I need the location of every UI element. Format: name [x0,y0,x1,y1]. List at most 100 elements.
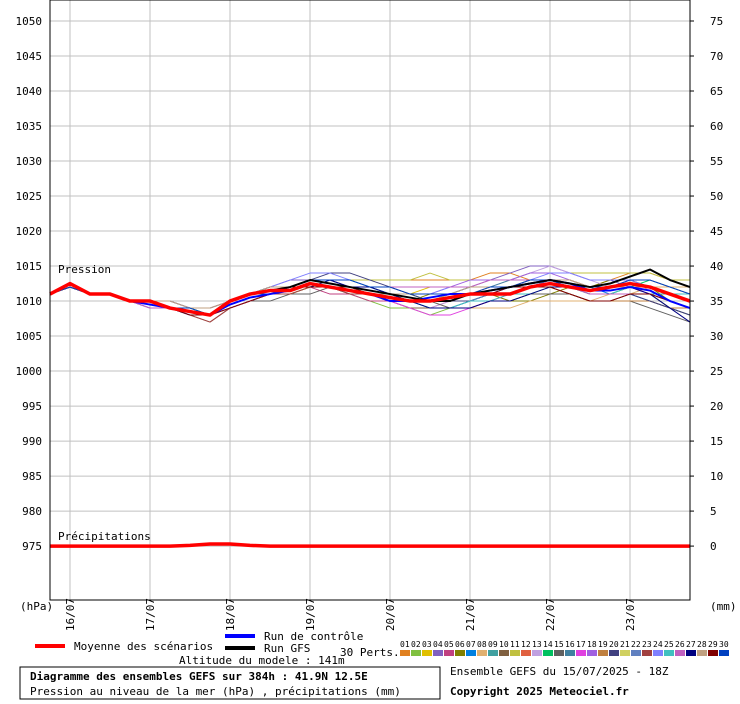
legend-swatch [477,650,487,656]
altitude: Altitude du modele : 141m [179,654,345,667]
y-tick-label: 990 [22,435,42,448]
legend-label: 09 [488,640,498,649]
legend-label: 15 [554,640,564,649]
legend-label: 20 [609,640,619,649]
plot-frame [49,0,691,601]
legend-label: 12 [521,640,531,649]
x-tick-label: 21/07 [464,598,477,631]
legend-label: 02 [411,640,421,649]
legend-label: 16 [565,640,575,649]
legend-label: 01 [400,640,410,649]
legend-swatch [664,650,674,656]
legend-swatch [653,650,663,656]
y2-tick-label: 40 [710,260,723,273]
y-tick-label: 975 [22,540,42,553]
legend-swatch [576,650,586,656]
y2-tick-label: 10 [710,470,723,483]
legend-swatch [719,650,729,656]
legend-swatch [620,650,630,656]
legend-label: 03 [422,640,432,649]
legend-label: 06 [455,640,465,649]
y-tick-label: 1010 [16,295,43,308]
legend-label: 30 [719,640,729,649]
y-tick-label: 1040 [16,85,43,98]
y2-tick-label: 50 [710,190,723,203]
y2-tick-label: 5 [710,505,717,518]
series-line [49,281,691,317]
legend-label: 13 [532,640,542,649]
legend-label: 10 [499,640,509,649]
y-tick-label: 1025 [16,190,43,203]
y2-tick-label: 65 [710,85,723,98]
y2-tick-label: 25 [710,365,723,378]
legend-label: 24 [653,640,663,649]
legend-swatch [444,650,454,656]
x-tick-label: 23/07 [624,598,637,631]
legend-swatch [642,650,652,656]
legend-swatch [543,650,553,656]
legend-label: 05 [444,640,454,649]
series-line [50,542,690,548]
legend-label: 07 [466,640,476,649]
legend-swatch [532,650,542,656]
legend-swatch [510,650,520,656]
y2-tick-label: 75 [710,15,723,28]
legend-label: Run de contrôle [264,630,363,643]
x-tick-label: 20/07 [384,598,397,631]
y-tick-label: 1035 [16,120,43,133]
y2-tick-label: 70 [710,50,723,63]
legend-swatch [422,650,432,656]
legend-label: 17 [576,640,586,649]
legend-label: Run GFS [264,642,310,655]
legend-label: 04 [433,640,443,649]
legend-swatch [466,650,476,656]
y2-tick-label: 0 [710,540,717,553]
y2-tick-label: 20 [710,400,723,413]
legend-label: 14 [543,640,553,649]
x-tick-label: 19/07 [304,598,317,631]
legend-swatch [499,650,509,656]
legend-swatch [521,650,531,656]
legend-swatch [554,650,564,656]
y2-tick-label: 30 [710,330,723,343]
legend-label: 19 [598,640,608,649]
legend-label: 08 [477,640,487,649]
legend-swatch [411,650,421,656]
y-tick-label: 1015 [16,260,43,273]
y2-tick-label: 55 [710,155,723,168]
x-tick-label: 18/07 [224,598,237,631]
legend-swatch [686,650,696,656]
legend-label: Moyenne des scénarios [74,640,213,653]
legend-label: 28 [697,640,707,649]
x-tick-label: 16/07 [64,598,77,631]
legend-swatch [400,650,410,656]
legend-label: 22 [631,640,641,649]
chart-subtitle: Pression au niveau de la mer (hPa) , pré… [30,685,401,698]
legend-swatch [609,650,619,656]
info-box [19,666,441,700]
y-axis-label: (hPa) [20,600,53,613]
legend-swatch [697,650,707,656]
copyright: Copyright 2025 Meteociel.fr [450,685,629,698]
plot-area [49,0,691,600]
y-tick-label: 1000 [16,365,43,378]
y2-tick-label: 35 [710,295,723,308]
legend-swatch [675,650,685,656]
y-tick-label: 985 [22,470,42,483]
legend-label: 26 [675,640,685,649]
legend-swatch [708,650,718,656]
legend-swatch [587,650,597,656]
legend-swatch [455,650,465,656]
y2-tick-label: 60 [710,120,723,133]
legend-swatch [631,650,641,656]
legend-label: 21 [620,640,630,649]
y-tick-label: 1050 [16,15,43,28]
legend-swatch [488,650,498,656]
x-tick-label: 22/07 [544,598,557,631]
y-tick-label: 1030 [16,155,43,168]
chart-title: Diagramme des ensembles GEFS sur 384h : … [30,670,368,683]
y2-axis-label: (mm) [710,600,737,613]
y-tick-label: 980 [22,505,42,518]
